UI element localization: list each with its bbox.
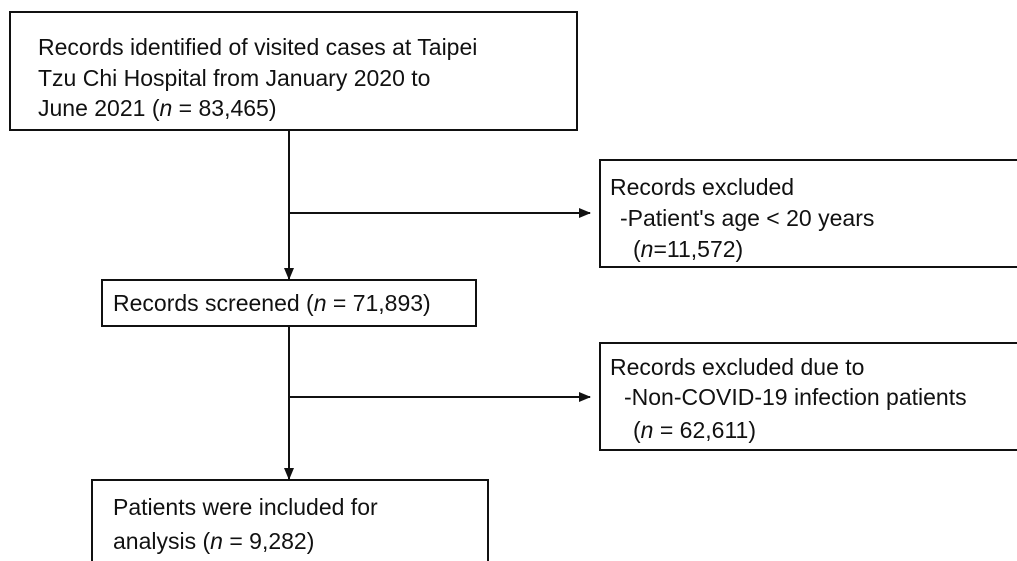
box [9, 11, 578, 131]
variable: n [314, 290, 327, 316]
count: =11,572) [653, 236, 743, 262]
box-text: analysis (n = 9,282) [113, 528, 314, 554]
box-text: Patients were included for [113, 494, 378, 520]
count: = 9,282) [223, 528, 314, 554]
box-text: Records identified of visited cases at T… [38, 34, 477, 60]
box-text: (n=11,572) [633, 236, 743, 262]
box [599, 159, 1017, 268]
text: ( [633, 236, 641, 262]
box-text: Tzu Chi Hospital from January 2020 to [38, 65, 430, 91]
count: = 62,611) [653, 417, 756, 443]
text: ( [633, 417, 641, 443]
box [101, 279, 477, 327]
box-text: Records excluded due to [610, 354, 864, 380]
box-text: -Patient's age < 20 years [620, 205, 874, 231]
box-text: Records excluded [610, 174, 794, 200]
box [91, 479, 489, 561]
box [599, 342, 1017, 451]
box-text: -Non-COVID-19 infection patients [624, 384, 967, 410]
count: = 71,893) [327, 290, 431, 316]
variable: n [210, 528, 223, 554]
variable: n [159, 95, 172, 121]
text: June 2021 ( [38, 95, 160, 121]
box-text: June 2021 (n = 83,465) [38, 95, 277, 121]
variable: n [641, 417, 654, 443]
box-text: (n = 62,611) [633, 417, 756, 443]
text: Records screened ( [113, 290, 314, 316]
variable: n [641, 236, 654, 262]
count: = 83,465) [172, 95, 276, 121]
text: analysis ( [113, 528, 210, 554]
box-text: Records screened (n = 71,893) [113, 290, 431, 316]
